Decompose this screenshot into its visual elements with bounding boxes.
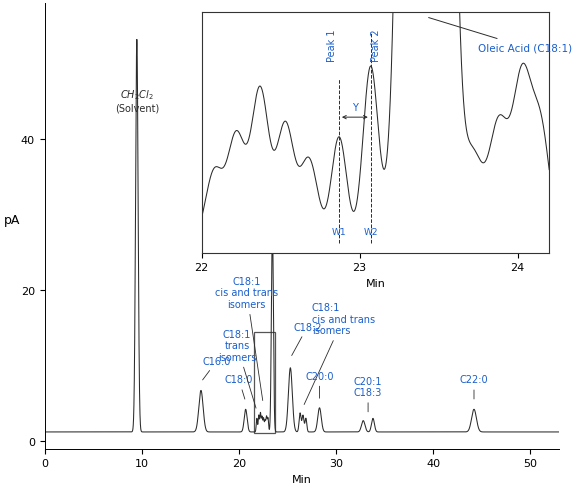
Text: C18:1
cis and trans
isomers: C18:1 cis and trans isomers [304,303,375,405]
Bar [254,332,275,433]
Text: C18:0: C18:0 [224,375,253,399]
Text: C16:0: C16:0 [203,356,231,380]
Text: C18:2: C18:2 [292,322,322,356]
Text: C20:0: C20:0 [305,371,334,398]
Text: C22:0: C22:0 [459,375,488,399]
Text: C18:1
trans
isomers: C18:1 trans isomers [218,329,256,408]
Text: C18:1
cis and trans
isomers: C18:1 cis and trans isomers [215,276,278,401]
X-axis label: Min: Min [292,474,312,484]
Y-axis label: pA: pA [4,213,21,226]
Text: $CH_2Cl_2$
(Solvent): $CH_2Cl_2$ (Solvent) [115,88,159,113]
Text: C20:1
C18:3: C20:1 C18:3 [354,376,382,412]
